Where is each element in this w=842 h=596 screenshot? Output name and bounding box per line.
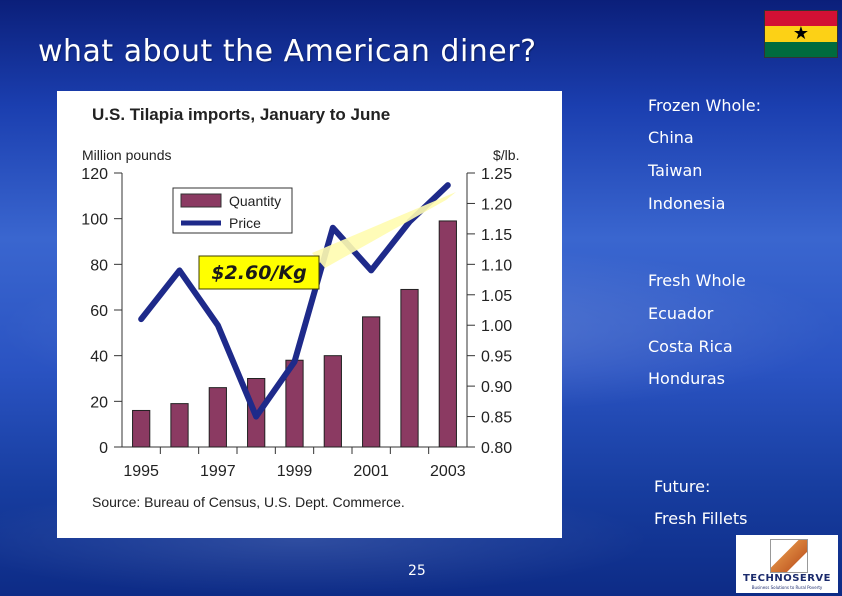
- x-tick-label: 1995: [123, 463, 159, 480]
- fresh-heading: Fresh Whole: [648, 271, 746, 290]
- legend-quantity-label: Quantity: [229, 193, 281, 209]
- left-tick-label: 20: [90, 394, 108, 411]
- frozen-item-indonesia: Indonesia: [648, 194, 726, 213]
- x-tick-label: 2003: [430, 463, 466, 480]
- right-tick-label: 0.85: [481, 410, 512, 427]
- bars-group: [132, 220, 457, 448]
- left-tick-label: 120: [81, 166, 108, 183]
- frozen-heading: Frozen Whole:: [648, 96, 761, 115]
- price-line-group: [138, 182, 451, 420]
- quantity-bar: [362, 316, 381, 448]
- quantity-bar: [438, 220, 457, 448]
- quantity-bar: [400, 288, 419, 448]
- quantity-bar: [323, 355, 342, 448]
- left-tick-label: 0: [99, 440, 108, 457]
- x-tick-label: 1999: [277, 463, 313, 480]
- price-point: [177, 267, 182, 273]
- callout-pointer: [312, 192, 456, 268]
- tilapia-imports-chart: U.S. Tilapia imports, January to June Mi…: [81, 105, 519, 510]
- chart-title: U.S. Tilapia imports, January to June: [92, 105, 390, 124]
- right-tick-label: 1.25: [481, 166, 512, 183]
- price-point: [215, 322, 221, 328]
- x-tick-label: 2001: [353, 463, 389, 480]
- price-point: [368, 267, 374, 273]
- right-axis-label: $/lb.: [493, 147, 519, 163]
- fresh-item-honduras: Honduras: [648, 369, 725, 388]
- price-callout-text: $2.60/Kg: [211, 262, 306, 284]
- right-tick-label: 1.20: [481, 196, 512, 213]
- chart-panel: U.S. Tilapia imports, January to June Mi…: [57, 91, 562, 538]
- quantity-bar: [170, 403, 189, 448]
- right-tick-label: 0.80: [481, 440, 512, 457]
- technoserve-mark-icon: [770, 539, 808, 573]
- quantity-bar: [208, 387, 227, 448]
- fresh-item-costa-rica: Costa Rica: [648, 337, 733, 356]
- legend-price-label: Price: [229, 215, 261, 231]
- legend: Quantity Price: [172, 187, 293, 234]
- legend-quantity-swatch: [180, 193, 222, 208]
- right-tick-label: 1.15: [481, 227, 512, 244]
- price-point: [253, 414, 259, 420]
- page-number: 25: [408, 563, 426, 579]
- right-tick-label: 0.90: [481, 379, 512, 396]
- left-tick-label: 80: [90, 257, 108, 274]
- flag-band-green: [765, 41, 837, 57]
- flag-band-red: [765, 11, 837, 27]
- logo-tagline: Business Solutions to Rural Poverty: [751, 585, 823, 590]
- frozen-item-china: China: [648, 128, 694, 147]
- left-tick-label: 40: [90, 349, 108, 366]
- right-tick-label: 1.05: [481, 288, 512, 305]
- frozen-item-taiwan: Taiwan: [648, 161, 703, 180]
- fresh-item-ecuador: Ecuador: [648, 304, 714, 323]
- right-tick-label: 1.00: [481, 318, 512, 335]
- future-heading: Future:: [654, 477, 711, 496]
- chart-source: Source: Bureau of Census, U.S. Dept. Com…: [92, 494, 405, 510]
- price-callout-box: [198, 255, 320, 290]
- quantity-bar: [132, 409, 151, 448]
- price-point: [138, 316, 144, 322]
- slide-title: what about the American diner?: [38, 34, 537, 69]
- left-tick-label: 100: [81, 212, 108, 229]
- x-tick-label: 1997: [200, 463, 236, 480]
- price-point: [292, 359, 297, 365]
- price-point: [330, 225, 336, 231]
- price-point: [445, 182, 451, 188]
- left-axis-label: Million pounds: [82, 147, 172, 163]
- flag-band-yellow: [765, 26, 837, 42]
- right-tick-label: 0.95: [481, 349, 512, 366]
- flag-star-icon: ★: [792, 23, 810, 44]
- ghana-flag: ★: [764, 10, 838, 58]
- logo-name: TECHNOSERVE: [742, 573, 832, 584]
- right-tick-label: 1.10: [481, 257, 512, 274]
- left-tick-label: 60: [90, 303, 108, 320]
- future-item-fresh-fillets: Fresh Fillets: [654, 509, 748, 528]
- technoserve-logo: TECHNOSERVE Business Solutions to Rural …: [736, 535, 838, 593]
